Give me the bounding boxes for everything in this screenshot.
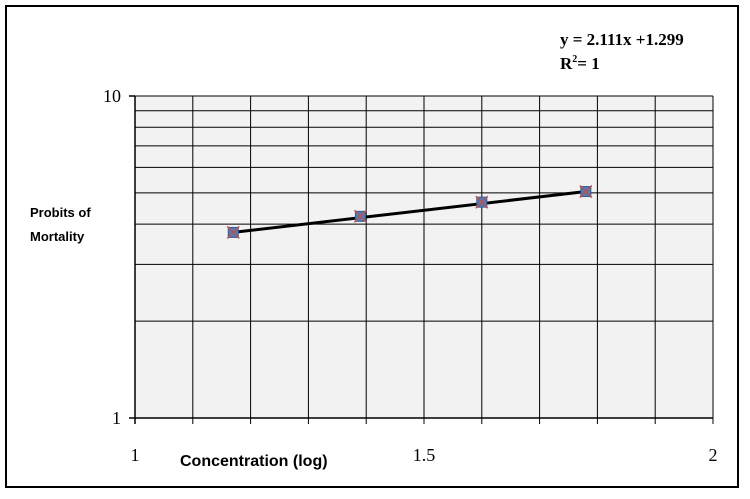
point-cross-marker — [579, 185, 593, 199]
r-squared-label: R2= 1 — [560, 54, 600, 73]
x-tick-label: 2 — [709, 445, 718, 465]
tick-labels: 1 1.5 2 1 10 — [103, 86, 718, 465]
axes — [129, 95, 714, 424]
equation-label: y = 2.111x +1.299 — [560, 30, 684, 49]
data-point — [475, 195, 489, 209]
trendline — [233, 190, 587, 234]
x-tick-label: 1 — [131, 445, 140, 465]
data-point — [579, 185, 593, 199]
y-axis-title-line-1: Probits of — [30, 205, 91, 220]
y-tick-label: 10 — [103, 86, 121, 106]
point-cross-marker — [226, 225, 240, 239]
point-cross-marker — [475, 195, 489, 209]
point-cross-marker — [353, 209, 367, 223]
x-tick-label: 1.5 — [413, 445, 436, 465]
data-points — [226, 185, 593, 239]
data-point — [226, 225, 240, 239]
y-tick-label: 1 — [112, 408, 121, 428]
y-axis-title-line-2: Mortality — [30, 229, 85, 244]
data-point — [353, 209, 367, 223]
gridlines — [135, 95, 714, 418]
x-axis-title: Concentration (log) — [180, 453, 328, 470]
